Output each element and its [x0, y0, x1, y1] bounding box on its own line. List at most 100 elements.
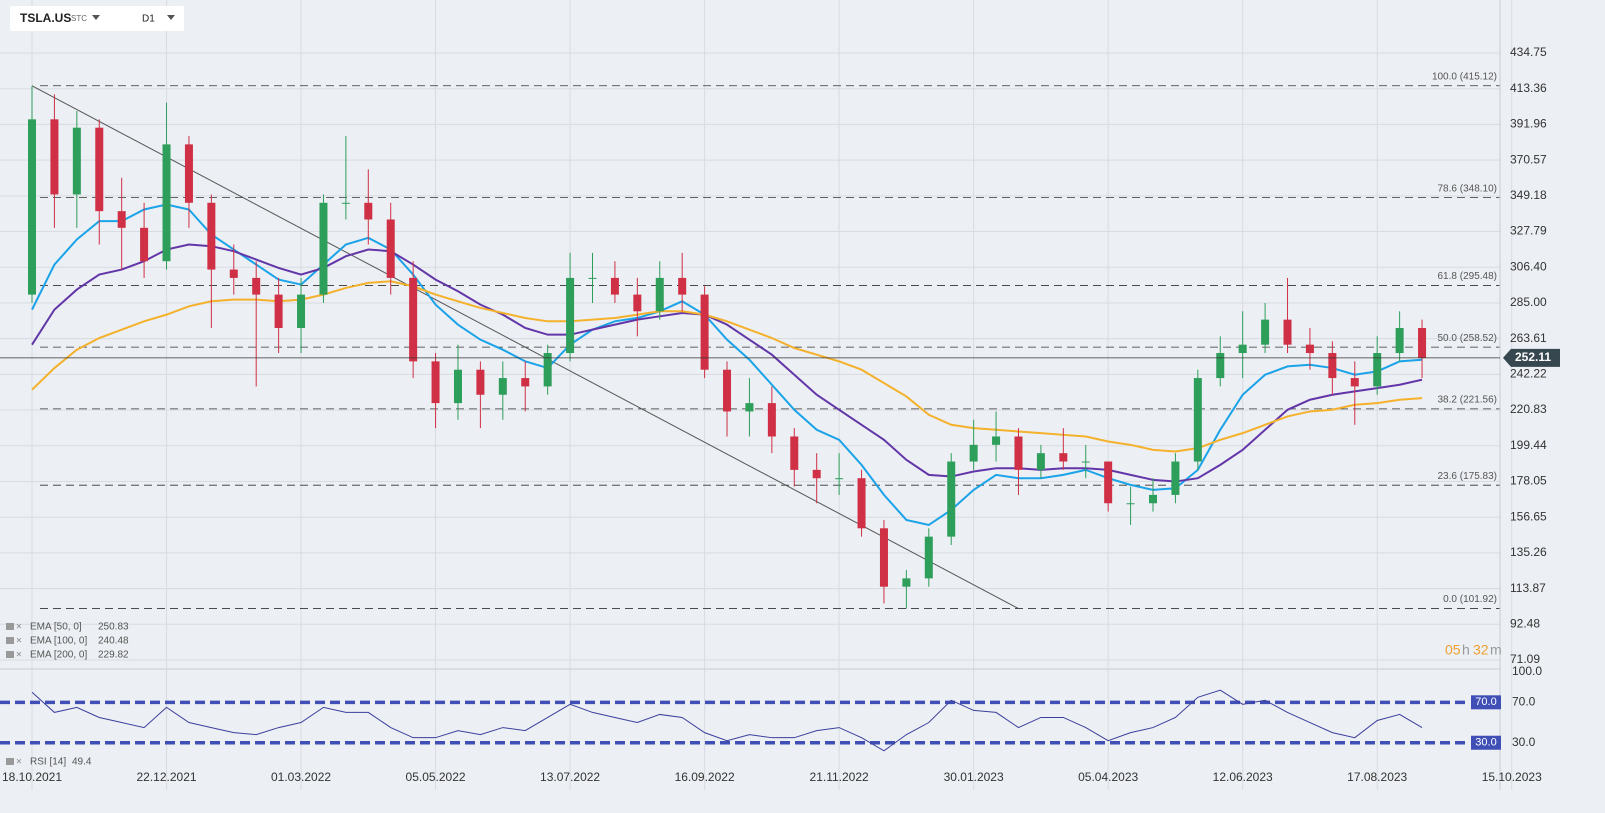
candle-body	[992, 436, 1001, 445]
rsi-tick-label: 70.0	[1512, 694, 1536, 708]
x-tick-label: 18.10.2021	[2, 770, 62, 784]
rsi-level-box	[1471, 735, 1501, 750]
fib-label: 100.0 (415.12)	[1432, 71, 1497, 82]
trendline	[31, 85, 1019, 609]
candle-body	[655, 277, 664, 312]
legend-value: 240.48	[98, 636, 129, 647]
x-tick-label: 05.04.2023	[1078, 770, 1138, 784]
y-tick-label: 178.05	[1510, 474, 1547, 488]
x-tick-label: 22.12.2021	[136, 770, 196, 784]
rsi-tick-label: 30.0	[1512, 735, 1536, 749]
candle-body	[1171, 461, 1180, 495]
candle-body	[207, 202, 216, 270]
rsi-tick-label: 100.0	[1512, 664, 1542, 678]
candle-body	[835, 478, 844, 480]
dropdown-arrow[interactable]	[92, 15, 100, 20]
candle-body	[319, 202, 328, 295]
plot	[28, 85, 1500, 609]
candle-body	[162, 144, 171, 262]
y-tick-label: 349.18	[1510, 188, 1547, 202]
candle-body	[1059, 453, 1068, 462]
candle-body	[857, 478, 866, 529]
candle-body	[1036, 453, 1045, 470]
y-tick-label: 391.96	[1510, 117, 1547, 131]
y-tick-label: 285.00	[1510, 295, 1547, 309]
candle-body	[409, 277, 418, 362]
interval[interactable]: D1	[142, 14, 155, 25]
ema-line	[31, 243, 1423, 483]
candle-body	[543, 353, 552, 387]
candle-body	[28, 119, 36, 295]
candle-body	[588, 277, 597, 279]
legend-name: EMA [100, 0]	[30, 636, 87, 647]
y-tick-label: 413.36	[1510, 81, 1547, 95]
rsi-level-label: 30.0	[1475, 737, 1496, 749]
legend-value: 229.82	[98, 650, 129, 661]
rsi-level-box	[1471, 695, 1501, 710]
candle-body	[1418, 327, 1427, 358]
countdown-unit: m	[1490, 642, 1502, 658]
legend-close: ×	[16, 636, 22, 647]
candle-body	[947, 461, 956, 537]
candle-body	[745, 403, 754, 412]
candle-body	[902, 578, 911, 587]
fib-label: 50.0 (258.52)	[1438, 333, 1498, 344]
dropdown-arrow[interactable]	[167, 15, 175, 20]
legend-icon	[6, 651, 14, 658]
legend-close: ×	[16, 757, 22, 768]
candle-body	[790, 436, 799, 470]
candle-body	[1081, 461, 1090, 463]
candle-body	[1350, 378, 1359, 387]
y-tick-label: 242.22	[1510, 367, 1547, 381]
candle-body	[1193, 378, 1202, 462]
candle-body	[297, 294, 306, 328]
legend-close: ×	[16, 622, 22, 633]
legend-icon	[6, 758, 14, 765]
candle-body	[386, 219, 395, 278]
candle-body	[1373, 353, 1382, 387]
candle-body	[924, 536, 933, 579]
last-price-label: 252.11	[1515, 350, 1551, 364]
y-tick-label: 434.75	[1510, 45, 1547, 59]
y-tick-label: 263.61	[1510, 331, 1547, 345]
legend-name: EMA [200, 0]	[30, 650, 87, 661]
fib-label: 78.6 (348.10)	[1438, 183, 1498, 194]
x-tick-label: 13.07.2022	[540, 770, 600, 784]
candle-body	[1328, 353, 1337, 379]
last-price-box	[1503, 348, 1560, 367]
ema-line	[31, 280, 1423, 453]
y-tick-label: 327.79	[1510, 224, 1547, 238]
candle-body	[229, 269, 238, 278]
candle-body	[476, 369, 485, 395]
ema-line	[31, 203, 1423, 527]
y-tick-label: 220.83	[1510, 402, 1547, 416]
x-tick-label: 16.09.2022	[675, 770, 735, 784]
candle-body	[184, 144, 193, 203]
x-tick-label: 17.08.2023	[1347, 770, 1407, 784]
candle-body	[1395, 327, 1404, 354]
candle-body	[364, 202, 373, 220]
countdown-minutes: 32	[1473, 642, 1489, 658]
x-tick-label: 21.11.2022	[810, 770, 869, 784]
symbol[interactable]: TSLA.US	[20, 11, 71, 25]
candle-body	[1283, 319, 1292, 345]
candle-body	[453, 369, 462, 404]
fib-label: 0.0 (101.92)	[1443, 594, 1497, 605]
y-tick-label: 370.57	[1510, 152, 1547, 166]
candle-body	[498, 378, 507, 395]
fib-label: 23.6 (175.83)	[1438, 471, 1498, 482]
candle-body	[50, 119, 59, 195]
candle-body	[879, 528, 888, 587]
legend-value: 250.83	[98, 622, 129, 633]
rsi-level-label: 70.0	[1475, 696, 1496, 708]
x-tick-label: 05.05.2022	[406, 770, 466, 784]
countdown-hours: 05	[1445, 642, 1461, 658]
candle-body	[610, 277, 619, 295]
candle-body	[633, 294, 642, 312]
y-tick-label: 156.65	[1510, 509, 1547, 523]
candle-body	[723, 369, 732, 412]
candle-body	[700, 294, 709, 370]
x-tick-label: 12.06.2023	[1213, 770, 1273, 784]
